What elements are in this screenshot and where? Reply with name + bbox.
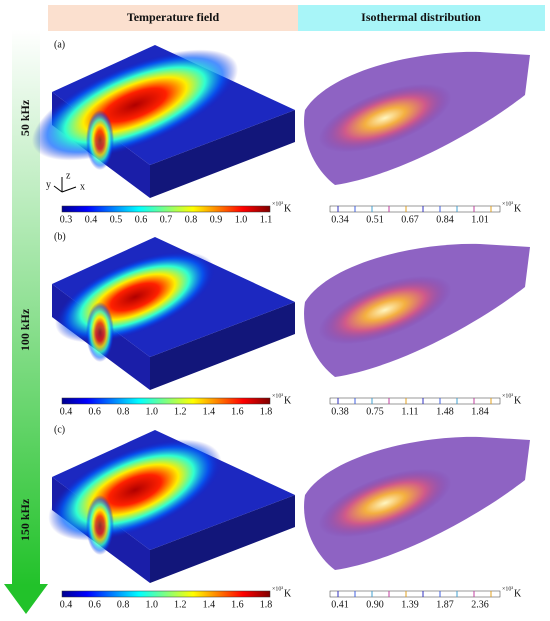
axis-y-label: y [46,179,51,190]
arrow-head [4,584,48,614]
temperature-tick: 0.3 [60,214,73,225]
axis-x-label: x [80,181,85,192]
header-left: Temperature field [127,10,220,24]
block-right-face [150,495,295,583]
temperature-tick: 1.0 [235,214,248,225]
temperature-tick: 1.6 [231,406,244,417]
temperature-tick: 0.8 [185,214,198,225]
temperature-tick: 0.6 [135,214,148,225]
frequency-arrow [12,30,40,586]
isotherm-colorbar [329,397,501,405]
temperature-tick: 0.5 [110,214,123,225]
isotherm-tick: 0.90 [366,599,384,610]
temperature-tick: 0.4 [85,214,98,225]
panel-label: (a) [54,39,65,50]
temperature-tick: 1.2 [174,599,187,610]
isotherm-tick: 0.38 [331,406,349,417]
temperature-exponent: ×10³ [272,201,283,207]
isotherm-exponent: ×10³ [502,393,513,399]
hot-spot [31,49,239,161]
temperature-tick: 0.8 [117,599,130,610]
isotherm-tick: 2.36 [471,599,489,610]
header-left-bg [48,5,298,31]
axis-y [53,185,63,193]
temperature-exponent: ×10³ [272,393,283,399]
header-right-bg [298,5,545,31]
isotherm-tick: 1.39 [401,599,419,610]
temperature-tick: 1.0 [145,406,158,417]
temperature-unit: K [284,395,292,406]
temperature-tick: 0.9 [210,214,223,225]
isotherm-tick: 1.01 [471,214,489,225]
temperature-colorbar [61,590,271,598]
hot-trail [86,110,114,170]
isotherm-tick: 0.51 [366,214,384,225]
temperature-tick: 0.8 [117,406,130,417]
temperature-tick: 1.6 [231,599,244,610]
temperature-colorbar [61,205,271,213]
temperature-colorbar [61,397,271,405]
isotherm-tick: 0.34 [331,214,349,225]
frequency-label: 150 kHz [18,498,32,541]
isotherm-tick: 0.67 [401,214,419,225]
isotherm-tick: 0.75 [366,406,384,417]
block-right-face [150,110,295,198]
isotherm-tick: 1.48 [436,406,454,417]
temperature-unit: K [284,588,292,599]
temperature-tick: 0.4 [60,599,73,610]
temperature-tick: 1.8 [260,406,273,417]
frequency-label: 50 kHz [18,99,32,136]
isotherm-unit: K [514,588,522,599]
header-right: Isothermal distribution [361,10,481,24]
hot-trail [86,495,114,555]
temperature-tick: 1.0 [145,599,158,610]
axis-z-label: z [66,170,71,181]
isotherm-colorbar [329,205,501,213]
temperature-tick: 1.4 [203,599,216,610]
block-right-face [150,302,295,390]
isotherm-tick: 1.11 [401,406,418,417]
isotherm-unit: K [514,203,522,214]
temperature-tick: 0.7 [160,214,173,225]
panel-label: (b) [54,231,66,242]
isotherm-core [318,83,452,153]
temperature-unit: K [284,203,292,214]
isotherm-tick: 1.84 [471,406,489,417]
frequency-label: 100 kHz [18,308,32,351]
temperature-tick: 1.2 [174,406,187,417]
isotherm-tick: 0.41 [331,599,349,610]
isotherm-exponent: ×10³ [502,201,513,207]
isotherm-colorbar [329,590,501,598]
temperature-exponent: ×10³ [272,586,283,592]
temperature-tick: 1.8 [260,599,273,610]
hot-trail [86,302,114,362]
axis-x [61,186,77,193]
temperature-tick: 0.4 [60,406,73,417]
temperature-tick: 1.4 [203,406,216,417]
isotherm-tick: 1.87 [436,599,454,610]
isotherm-tick: 0.84 [436,214,454,225]
isotherm-exponent: ×10³ [502,586,513,592]
temperature-tick: 0.6 [88,599,101,610]
isotherm-core [318,468,452,538]
isotherm-unit: K [514,395,522,406]
temperature-tick: 0.6 [88,406,101,417]
temperature-tick: 1.1 [260,214,273,225]
panel-label: (c) [54,424,65,435]
isotherm-core [318,275,452,345]
